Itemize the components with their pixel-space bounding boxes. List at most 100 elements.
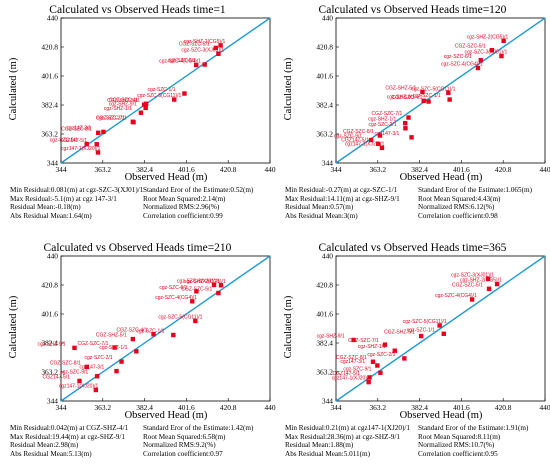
point-label: CGZ-SZC-8/1 bbox=[61, 126, 92, 132]
data-point bbox=[494, 281, 500, 287]
point-label: cgz-SZC-1/1 bbox=[407, 327, 435, 333]
point-label: CGZ-SZC-5/1 bbox=[452, 282, 483, 288]
y-tick-label: 420.8 bbox=[316, 43, 333, 52]
x-tick-label: 363.2 bbox=[94, 165, 111, 174]
data-point bbox=[94, 142, 99, 147]
data-point bbox=[437, 323, 442, 328]
stat-line: Standard Eror of the Estimate:1.065(m) bbox=[418, 186, 532, 194]
data-point bbox=[114, 368, 119, 374]
x-tick-label: 420.8 bbox=[220, 165, 237, 174]
data-point bbox=[134, 349, 139, 354]
y-tick-label: 344 bbox=[322, 159, 333, 168]
stat-line: Max Residual:14.11(m) at cgz-SHZ-9/1 bbox=[285, 194, 400, 203]
x-tick-label: 440 bbox=[539, 165, 550, 174]
y-tick-label: 344 bbox=[47, 159, 58, 168]
data-point bbox=[447, 97, 452, 102]
point-label: cgz-SZC-2/1 bbox=[85, 355, 113, 361]
x-tick-label: 344 bbox=[330, 403, 341, 412]
point-label: cgz-SHZ-9/1 bbox=[109, 101, 137, 107]
stat-line: Root Mean Squared:2.14(m) bbox=[143, 194, 226, 203]
data-point bbox=[379, 145, 385, 151]
point-label: cgz-SZC-2/1 bbox=[96, 116, 124, 122]
y-tick-label: 401.6 bbox=[41, 72, 58, 81]
x-axis-label: Observed Head (m) bbox=[124, 410, 208, 421]
data-point bbox=[420, 89, 425, 95]
data-point bbox=[475, 65, 481, 71]
data-point bbox=[72, 345, 77, 351]
data-point bbox=[403, 126, 408, 131]
x-tick-label: 420.8 bbox=[495, 165, 512, 174]
data-point bbox=[421, 98, 426, 103]
y-tick-label: 420.8 bbox=[41, 43, 58, 52]
point-label: cgz147-3/1 bbox=[80, 365, 105, 371]
point-label: cgz147-3/1 bbox=[375, 131, 400, 137]
point-label: cgz-SZC-5(CG11)/1 bbox=[411, 86, 455, 92]
stat-line: Max Residual:28.36(m) at cgz-SHZ-9/1 bbox=[285, 432, 400, 441]
y-tick-label: 382.4 bbox=[316, 339, 333, 348]
point-label: cgz-SHZ-9/1 bbox=[37, 341, 65, 347]
stat-line: Abs Residual Mean:1.64(m) bbox=[10, 211, 92, 220]
data-point bbox=[426, 99, 431, 104]
point-label: cgz-SHZ-9/1 bbox=[387, 94, 415, 100]
point-label: cgz-SZC-3(XJ01)/1 bbox=[464, 50, 507, 56]
data-point bbox=[486, 286, 492, 291]
point-label: CGZ-SZC-5/1 bbox=[181, 287, 212, 293]
stat-line: Root Mean Squared:6.58(m) bbox=[143, 432, 226, 441]
chart-panel: 344 344 363.2 363.2 382.4 382.4 401.6 401.6 420.… bbox=[275, 238, 550, 476]
point-label: cgz-SHZ-1/1 bbox=[99, 345, 127, 351]
y-tick-label: 440 bbox=[322, 14, 333, 23]
point-label: cgz147-1(XJ20)/1 bbox=[61, 146, 101, 152]
stat-line: Residual Mean:-0.18(m) bbox=[10, 203, 81, 212]
point-label: cgz147-3/1 bbox=[340, 359, 365, 365]
x-tick-label: 440 bbox=[264, 165, 275, 174]
x-tick-label: 382.4 bbox=[136, 403, 153, 412]
data-point bbox=[367, 375, 372, 380]
data-point bbox=[172, 97, 177, 102]
data-point bbox=[138, 110, 144, 115]
stat-line: Normalized RMS:9.2(%) bbox=[143, 441, 216, 450]
data-point bbox=[84, 364, 90, 370]
y-tick-label: 401.6 bbox=[316, 72, 333, 81]
y-tick-label: 440 bbox=[322, 252, 333, 261]
data-point bbox=[418, 333, 424, 339]
point-label: cgz-SZC-2/1 bbox=[368, 122, 396, 128]
chart-panel: 344 344 363.2 363.2 382.4 382.4 401.6 401.6 420.… bbox=[275, 0, 550, 238]
point-label: cgz-SZC-5(CG11)/1 bbox=[137, 93, 181, 99]
point-label: cgz-SZC-2/1 bbox=[367, 352, 395, 358]
data-point bbox=[403, 120, 408, 126]
data-point bbox=[366, 379, 371, 385]
chart-title: Calculated vs Observed Heads time=365 bbox=[318, 242, 507, 254]
y-tick-label: 401.6 bbox=[41, 310, 58, 319]
data-point bbox=[351, 337, 356, 343]
x-tick-label: 382.4 bbox=[136, 165, 153, 174]
y-tick-label: 363.2 bbox=[316, 368, 333, 377]
stat-line: Normalized RMS:6.12(%) bbox=[418, 203, 495, 212]
data-point bbox=[151, 332, 156, 337]
data-point bbox=[368, 137, 374, 143]
chart-panel: 344 344 363.2 363.2 382.4 382.4 401.6 401.6 420.… bbox=[0, 0, 276, 238]
x-tick-label: 401.6 bbox=[453, 403, 470, 412]
point-label: CGZ147-5/1 bbox=[333, 371, 361, 377]
data-point bbox=[446, 90, 451, 95]
data-point bbox=[218, 283, 224, 288]
y-tick-label: 344 bbox=[322, 397, 333, 406]
data-point bbox=[171, 332, 176, 338]
point-label: CGZ-SZC-5/1 bbox=[455, 44, 486, 50]
stats-left: Min Residual:0.21(m) at cgz147-1(XJ20)/1… bbox=[285, 424, 410, 458]
stats-left: Min Residual:0.081(m) at cgz-SZC-3(XJ01)… bbox=[10, 186, 143, 220]
stat-line: Correlation coefficient:0.99 bbox=[143, 211, 223, 220]
stats-left: Min Residual:-0.27(m) at cgz-SZC-1/1 Max … bbox=[285, 186, 400, 220]
point-label: CGZ-SHZ-5/1 bbox=[385, 86, 416, 92]
point-label: cgz-SZC-9/1 bbox=[343, 366, 371, 372]
data-point bbox=[406, 115, 411, 120]
data-point bbox=[96, 130, 101, 135]
point-label: cgz-SZC-3(XJ01)/1 bbox=[451, 272, 494, 278]
data-point bbox=[478, 58, 483, 63]
point-label: cgz-SHZ-1/1 bbox=[104, 106, 132, 112]
y-tick-label: 382.4 bbox=[41, 101, 58, 110]
stat-line: Normalized RMS:2.96(%) bbox=[143, 203, 220, 212]
data-point bbox=[375, 363, 380, 368]
point-label: cgz-SHZ-9/1 bbox=[317, 333, 345, 339]
